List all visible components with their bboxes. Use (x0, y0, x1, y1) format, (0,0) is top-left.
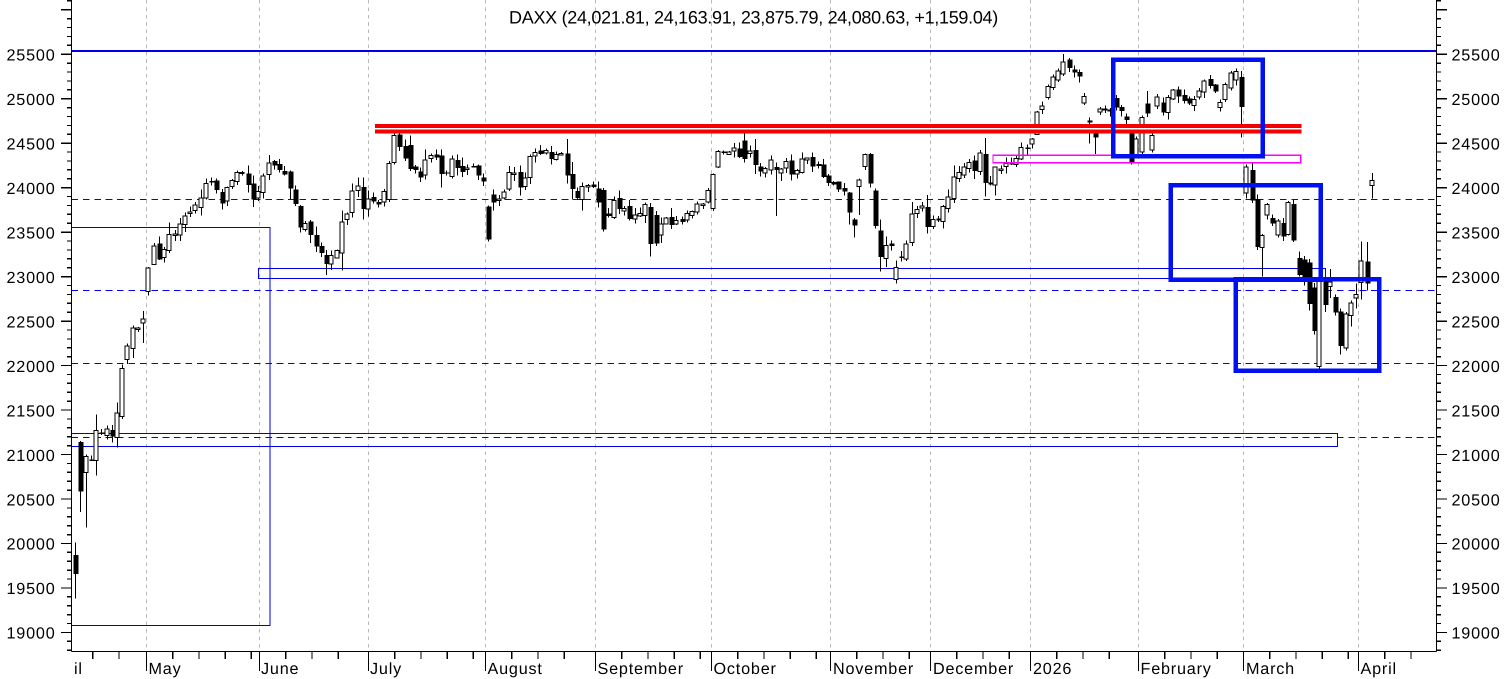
svg-text:23500: 23500 (6, 224, 55, 242)
svg-text:November: November (833, 660, 914, 678)
svg-text:21000: 21000 (1452, 447, 1501, 465)
svg-text:il: il (74, 660, 83, 678)
svg-text:20000: 20000 (1452, 536, 1501, 554)
svg-text:July: July (370, 660, 402, 678)
svg-text:23000: 23000 (6, 269, 55, 287)
svg-text:25500: 25500 (1452, 47, 1501, 65)
svg-text:20500: 20500 (1452, 491, 1501, 509)
svg-text:May: May (149, 660, 182, 678)
svg-text:March: March (1246, 660, 1295, 678)
svg-text:September: September (598, 660, 684, 678)
svg-text:19500: 19500 (1452, 580, 1501, 598)
svg-text:19000: 19000 (1452, 625, 1501, 643)
svg-text:22500: 22500 (1452, 313, 1501, 331)
svg-text:22000: 22000 (6, 358, 55, 376)
svg-text:23000: 23000 (1452, 269, 1501, 287)
svg-text:19500: 19500 (6, 580, 55, 598)
svg-text:DAXX (24,021.81, 24,163.91, 23: DAXX (24,021.81, 24,163.91, 23,875.79, 2… (509, 8, 998, 28)
svg-text:December: December (933, 660, 1014, 678)
svg-text:20000: 20000 (6, 536, 55, 554)
svg-text:2026: 2026 (1033, 660, 1072, 678)
svg-text:25500: 25500 (6, 47, 55, 65)
svg-text:21500: 21500 (6, 402, 55, 420)
svg-text:25000: 25000 (1452, 91, 1501, 109)
svg-text:October: October (714, 660, 777, 678)
svg-text:24500: 24500 (6, 136, 55, 154)
svg-text:22000: 22000 (1452, 358, 1501, 376)
svg-text:25000: 25000 (6, 91, 55, 109)
svg-text:June: June (261, 660, 299, 678)
svg-text:20500: 20500 (6, 491, 55, 509)
svg-text:August: August (488, 660, 543, 678)
svg-text:24000: 24000 (1452, 180, 1501, 198)
svg-text:24500: 24500 (1452, 136, 1501, 154)
svg-text:24000: 24000 (6, 180, 55, 198)
svg-text:February: February (1141, 660, 1212, 678)
svg-text:19000: 19000 (6, 625, 55, 643)
svg-text:22500: 22500 (6, 313, 55, 331)
svg-text:21000: 21000 (6, 447, 55, 465)
svg-text:April: April (1361, 660, 1397, 678)
svg-text:23500: 23500 (1452, 224, 1501, 242)
svg-text:21500: 21500 (1452, 402, 1501, 420)
